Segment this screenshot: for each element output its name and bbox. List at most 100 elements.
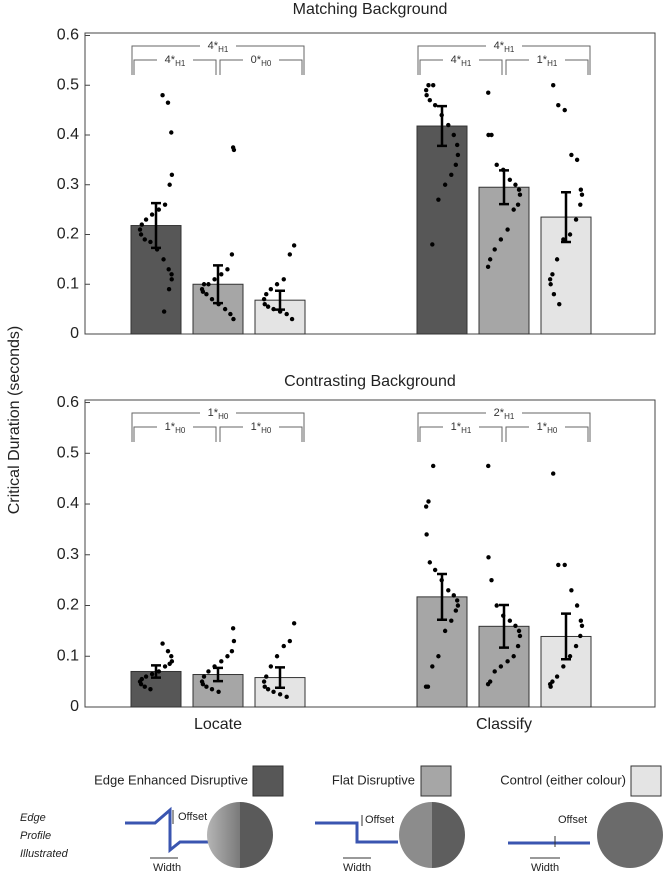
y-tick-label: 0 <box>70 325 79 342</box>
data-point <box>289 316 295 322</box>
data-point <box>423 88 429 93</box>
caption: Edge <box>20 812 46 824</box>
data-point <box>287 638 293 644</box>
data-point <box>281 643 286 649</box>
data-point <box>206 669 211 674</box>
bracket-sub: H1 <box>504 45 515 54</box>
data-point <box>517 192 523 197</box>
error-bar <box>275 666 285 689</box>
data-point <box>498 237 504 242</box>
data-point <box>574 157 580 163</box>
data-point <box>423 504 429 509</box>
edge-profile <box>125 806 208 854</box>
bracket-label: 0*H0 <box>251 54 272 68</box>
data-point <box>454 598 460 603</box>
data-point <box>492 669 497 674</box>
bracket-value: 4* <box>451 54 462 66</box>
data-point <box>492 247 497 252</box>
data-point <box>142 684 147 689</box>
data-point <box>485 264 491 270</box>
bracket-value: 1* <box>537 54 548 66</box>
data-point <box>494 603 499 608</box>
data-point <box>216 689 221 694</box>
bracket <box>219 59 303 75</box>
data-point <box>516 628 522 634</box>
bracket <box>131 45 305 75</box>
data-point <box>551 471 556 476</box>
data-point <box>274 282 280 287</box>
error-bar <box>561 190 571 244</box>
data-point <box>449 618 454 623</box>
data-point <box>574 603 580 608</box>
data-point <box>505 227 510 232</box>
data-point <box>515 202 521 207</box>
data-point <box>487 257 493 262</box>
bracket-value: 4* <box>165 54 176 66</box>
data-point <box>143 217 149 222</box>
data-point <box>284 311 289 317</box>
y-tick-label: 0.3 <box>57 176 79 193</box>
data-point <box>489 577 494 583</box>
data-point <box>138 232 144 237</box>
data-point <box>426 83 431 88</box>
data-point <box>551 83 556 88</box>
data-point <box>230 626 236 631</box>
data-point <box>209 296 215 302</box>
y-axis-label: Critical Duration (seconds) <box>6 326 23 515</box>
data-point <box>567 232 573 237</box>
data-point <box>569 588 574 593</box>
y-tick-label: 0.3 <box>57 546 79 563</box>
data-point <box>550 272 555 277</box>
data-point <box>261 679 267 684</box>
legend-label: Control (either colour) <box>500 772 626 787</box>
data-point <box>513 182 518 187</box>
data-point <box>148 239 153 245</box>
caption: Profile <box>20 830 51 842</box>
bracket <box>505 59 589 75</box>
data-point <box>446 588 451 593</box>
bracket-sub: H1 <box>461 59 472 68</box>
error-bar <box>561 612 571 661</box>
bracket <box>417 412 591 442</box>
error-bar <box>275 289 285 311</box>
data-point <box>291 243 297 248</box>
data-point <box>430 242 435 247</box>
data-point <box>265 687 271 692</box>
data-point <box>167 661 172 667</box>
data-point <box>142 237 147 242</box>
bracket-label: 1*H0 <box>251 421 272 435</box>
data-point <box>287 252 293 257</box>
data-point <box>271 306 276 312</box>
legend-label: Edge Enhanced Disruptive <box>94 772 248 787</box>
y-tick-label: 0.4 <box>57 126 79 143</box>
y-tick-label: 0.4 <box>57 495 79 512</box>
data-point <box>201 282 207 287</box>
data-point <box>162 202 168 207</box>
data-point <box>212 277 217 282</box>
data-point <box>573 217 579 222</box>
data-point <box>219 272 224 277</box>
data-point <box>166 267 171 272</box>
width-label: Width <box>531 862 559 874</box>
data-point <box>547 277 553 282</box>
data-point <box>231 638 237 644</box>
data-point <box>426 499 431 504</box>
bracket <box>419 59 503 75</box>
data-point <box>424 532 429 537</box>
data-point <box>578 202 583 207</box>
data-point <box>160 92 165 98</box>
data-point <box>228 311 233 317</box>
data-point <box>515 643 521 649</box>
data-point <box>149 671 155 677</box>
data-point <box>265 304 271 309</box>
data-point <box>511 207 516 212</box>
data-point <box>561 664 566 669</box>
data-point <box>231 147 237 153</box>
y-tick-label: 0.5 <box>57 76 79 93</box>
data-point <box>149 212 155 217</box>
data-point <box>486 555 491 560</box>
data-point <box>206 282 211 287</box>
bracket-sub: H1 <box>175 59 186 68</box>
data-point <box>277 692 283 697</box>
